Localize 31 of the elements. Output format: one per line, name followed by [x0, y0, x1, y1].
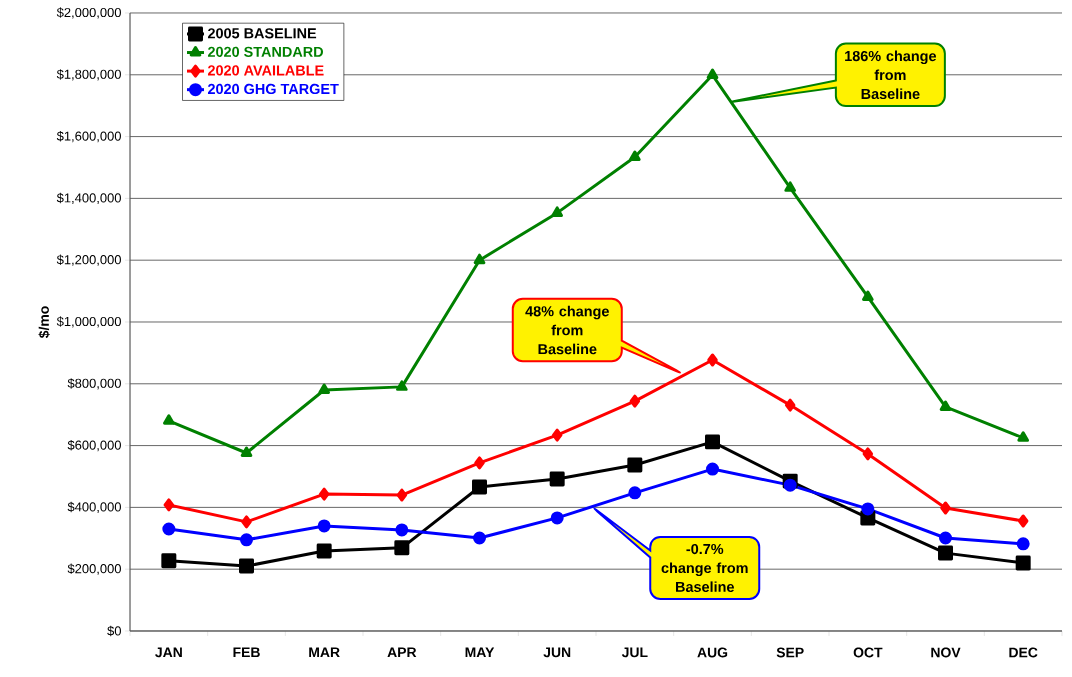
- annotation: 186% change from Baseline: [845, 50, 937, 100]
- legend-label: 2020 GHG TARGET: [207, 83, 339, 95]
- x-tick-label: JAN: [155, 647, 182, 658]
- legend-label: 2020 STANDARD: [207, 46, 323, 57]
- annotation: 48% change from Baseline: [525, 305, 609, 355]
- legend-label: 2020 AVAILABLE: [207, 65, 324, 76]
- y-tick-label: $200,000: [67, 563, 121, 575]
- x-tick-label: JUN: [543, 647, 571, 658]
- y-tick-label: $400,000: [67, 501, 121, 514]
- y-tick-label: $800,000: [67, 378, 121, 390]
- x-tick-label: AUG: [697, 647, 728, 658]
- x-tick-label: NOV: [931, 647, 961, 658]
- x-tick-label: OCT: [853, 647, 883, 658]
- y-tick-label: $1,600,000: [56, 130, 121, 143]
- y-tick-label: $600,000: [67, 439, 121, 452]
- x-tick-label: FEB: [233, 647, 260, 658]
- x-tick-label: APR: [387, 647, 417, 658]
- y-axis-title: $/mo: [38, 306, 50, 339]
- y-tick-label: $1,000,000: [56, 316, 121, 328]
- x-tick-label: MAY: [465, 647, 495, 658]
- x-tick-label: SEP: [776, 647, 804, 658]
- legend-label: 2005 BASELINE: [207, 28, 317, 39]
- y-tick-label: $1,800,000: [56, 69, 121, 81]
- y-tick-label: $2,000,000: [56, 7, 121, 19]
- y-tick-label: $1,200,000: [56, 254, 121, 266]
- x-tick-label: MAR: [309, 647, 340, 658]
- y-tick-label: $0: [107, 625, 121, 637]
- annotation: -0.7% change from Baseline: [661, 543, 748, 592]
- x-tick-label: DEC: [1009, 647, 1038, 658]
- y-tick-label: $1,400,000: [56, 192, 121, 205]
- x-tick-label: JUL: [621, 647, 648, 658]
